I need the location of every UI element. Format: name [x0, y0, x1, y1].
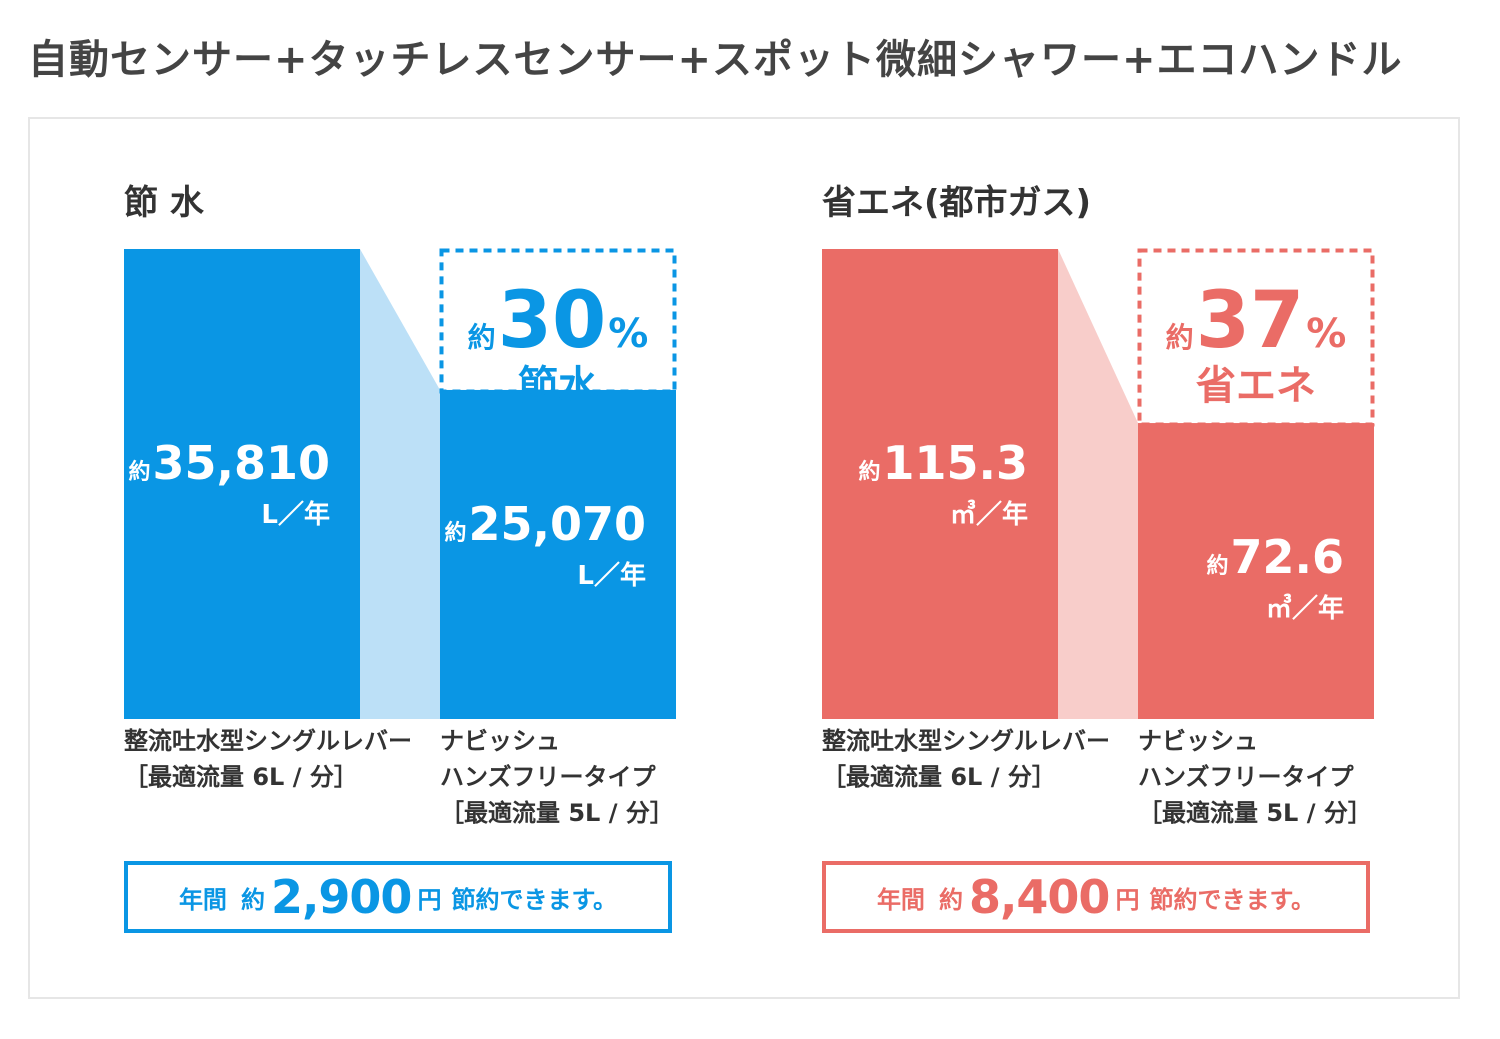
reduction-value: 37 [1196, 276, 1305, 366]
bar-navish-unit: ㎥／年 [1266, 593, 1344, 624]
savings-amount: 2,900 [270, 870, 413, 924]
reduction-box [1137, 248, 1375, 427]
energy-bar-label-navish: ナビッシュ ハンズフリータイプ ［最適流量 5L / 分］ [1138, 727, 1372, 827]
reduction-prefix: 約 [468, 321, 496, 354]
reduction-box [439, 248, 677, 394]
bar-navish-value: 約72.6 [1206, 530, 1344, 584]
connector-band [360, 249, 440, 719]
bar-conventional-prefix: 約 [128, 459, 150, 485]
bar-conventional-unit: L／年 [261, 499, 330, 530]
reduction-label: 節水 [518, 363, 599, 409]
comparison-card: 節 水 約30% 節水 約35,810 L／年 約25,070 L／年 整流吐水型シングル… [28, 117, 1460, 999]
energy-panel-title: 省エネ(都市ガス) [822, 183, 1092, 223]
reduction-value: 30 [498, 276, 607, 366]
energy-bar-label-conventional: 整流吐水型シングルレバー ［最適流量 6L / 分］ [822, 727, 1110, 791]
page-title: 自動センサー+タッチレスセンサー+スポット微細シャワー+エコハンドル [28, 37, 1403, 83]
bar-navish [440, 389, 676, 719]
bar-conventional [124, 249, 360, 719]
savings-amount: 8,400 [968, 870, 1111, 924]
bar-conventional-value: 約35,810 [128, 436, 330, 490]
savings-prefix: 約 [240, 885, 265, 914]
bar-navish [1138, 423, 1374, 719]
bar-navish-prefix: 約 [444, 520, 466, 546]
bar-navish-number: 25,070 [468, 497, 646, 551]
reduction-unit: % [608, 311, 648, 357]
savings-lead: 年間 [876, 885, 925, 914]
reduction-prefix: 約 [1166, 321, 1194, 354]
bar-navish-value: 約25,070 [444, 497, 646, 551]
energy-saving-panel: 省エネ(都市ガス) 約37% 省エネ 約115.3 ㎥／年 約72.6 ㎥／年 整流吐水型… [822, 119, 1462, 997]
bar-conventional-number: 115.3 [882, 436, 1028, 490]
savings-currency: 円 [1115, 885, 1140, 914]
bar-navish-number: 72.6 [1231, 530, 1345, 584]
water-bar-label-navish: ナビッシュ ハンズフリータイプ ［最適流量 5L / 分］ [440, 727, 674, 827]
bar-conventional-value: 約115.3 [858, 436, 1028, 490]
water-savings-box: 年間 約 2,900 円 節約できます。 [124, 861, 672, 933]
bar-conventional [822, 249, 1058, 719]
energy-savings-box: 年間 約 8,400 円 節約できます。 [822, 861, 1370, 933]
savings-tail: 節約できます。 [1149, 885, 1316, 914]
water-panel-title: 節 水 [124, 183, 204, 223]
reduction-unit: % [1306, 311, 1346, 357]
water-saving-panel: 節 水 約30% 節水 約35,810 L／年 約25,070 L／年 整流吐水型シングル… [124, 119, 764, 997]
savings-prefix: 約 [938, 885, 963, 914]
reduction-percent: 約30% [468, 276, 649, 366]
reduction-percent: 約37% [1166, 276, 1347, 366]
bar-navish-unit: L／年 [577, 560, 646, 591]
water-bar-label-conventional: 整流吐水型シングルレバー ［最適流量 6L / 分］ [124, 727, 412, 791]
bar-conventional-number: 35,810 [152, 436, 330, 490]
reduction-label: 省エネ [1196, 363, 1316, 409]
connector-band [1058, 249, 1138, 719]
bar-conventional-prefix: 約 [858, 459, 880, 485]
bar-conventional-unit: ㎥／年 [950, 499, 1028, 530]
savings-currency: 円 [417, 885, 442, 914]
bar-navish-prefix: 約 [1206, 553, 1228, 579]
savings-lead: 年間 [178, 885, 227, 914]
savings-tail: 節約できます。 [451, 885, 618, 914]
